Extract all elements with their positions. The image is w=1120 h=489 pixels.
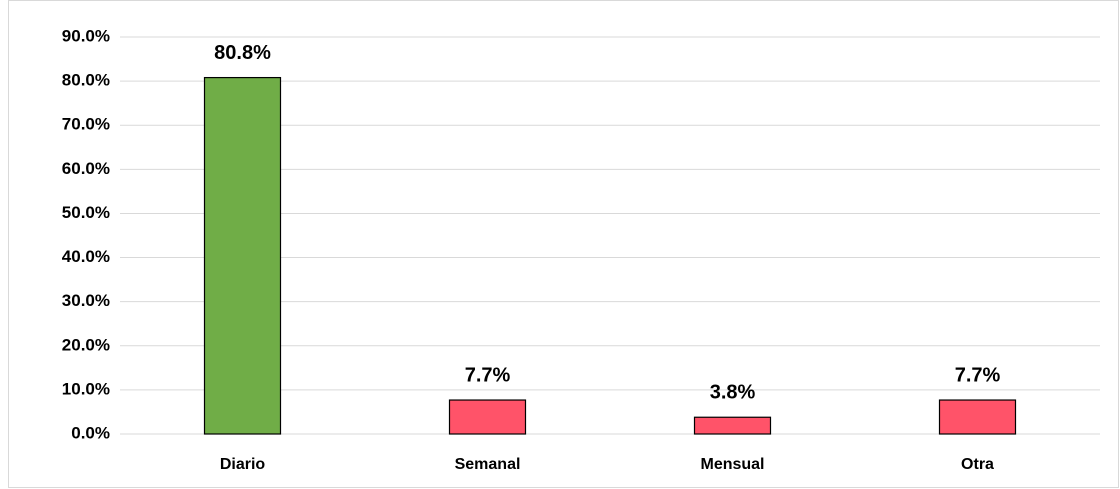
data-label: 7.7%: [955, 364, 1001, 386]
data-label: 80.8%: [214, 42, 271, 64]
y-tick-label: 0.0%: [71, 423, 110, 442]
chart-border: [8, 0, 1119, 488]
y-tick-label: 90.0%: [62, 26, 110, 45]
y-tick-label: 40.0%: [62, 247, 110, 266]
y-tick-label: 80.0%: [62, 71, 110, 90]
bar: [938, 399, 1017, 435]
bar: [448, 399, 527, 435]
data-label: 3.8%: [710, 382, 756, 404]
bar: [693, 416, 772, 435]
x-tick-label: Diario: [220, 456, 266, 473]
x-tick-label: Otra: [961, 456, 994, 473]
y-tick-label: 20.0%: [62, 335, 110, 354]
y-tick-label: 50.0%: [62, 203, 110, 222]
x-tick-label: Mensual: [700, 456, 764, 473]
y-tick-label: 30.0%: [62, 291, 110, 310]
y-tick-label: 10.0%: [62, 379, 110, 398]
y-tick-label: 60.0%: [62, 159, 110, 178]
data-label: 7.7%: [465, 364, 511, 386]
x-tick-label: Semanal: [455, 456, 521, 473]
y-tick-label: 70.0%: [62, 115, 110, 134]
bar: [203, 76, 282, 435]
